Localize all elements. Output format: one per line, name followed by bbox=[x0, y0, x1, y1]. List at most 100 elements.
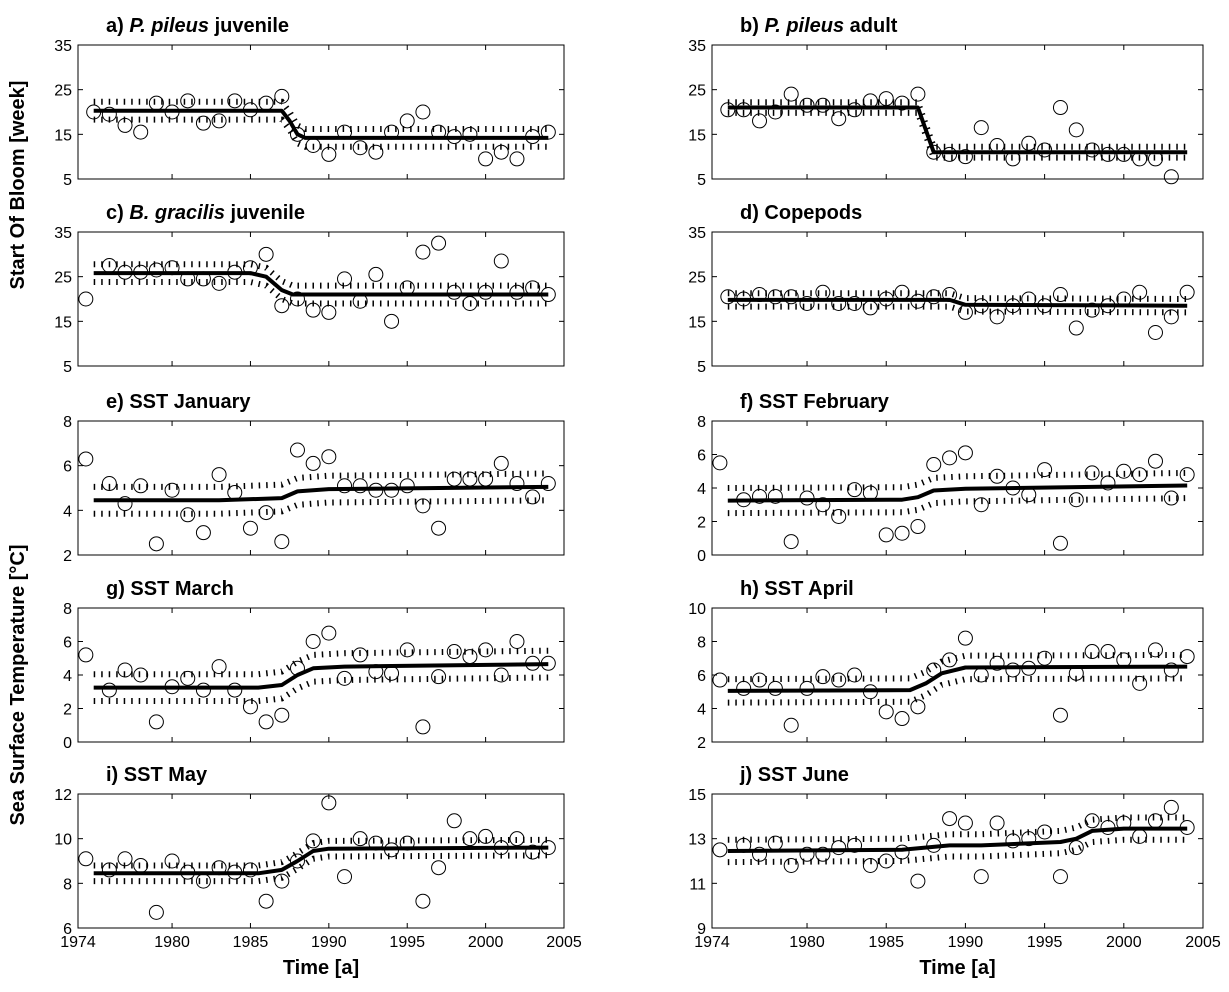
ylabel-start-of-bloom: Start Of Bloom [week] bbox=[7, 81, 29, 290]
title-part: f) SST February bbox=[740, 391, 890, 413]
fit-line bbox=[727, 297, 1188, 308]
data-point bbox=[148, 262, 164, 278]
title-part: i) SST May bbox=[106, 764, 208, 786]
ci-upper-line bbox=[93, 261, 549, 289]
title-part: b) bbox=[740, 15, 764, 37]
data-point bbox=[989, 655, 1005, 671]
data-point bbox=[1147, 813, 1163, 829]
data-point bbox=[211, 275, 227, 291]
data-point bbox=[862, 857, 878, 873]
xlabel: Time [a] bbox=[283, 957, 359, 979]
data-point bbox=[752, 846, 768, 862]
data-point bbox=[368, 144, 384, 160]
data-point bbox=[352, 478, 368, 494]
data-point bbox=[815, 97, 831, 113]
data-point bbox=[540, 655, 556, 671]
data-point bbox=[462, 295, 478, 311]
ytick-label: 5 bbox=[63, 172, 72, 189]
data-point bbox=[910, 873, 926, 889]
data-point bbox=[1163, 309, 1179, 325]
data-point bbox=[384, 842, 400, 858]
panel-f: f) SST February 0 2 4 6 8 bbox=[697, 391, 1204, 565]
data-point bbox=[195, 873, 211, 889]
data-point bbox=[415, 104, 431, 120]
data-point bbox=[1084, 465, 1100, 481]
data-point bbox=[540, 287, 556, 303]
ytick-label: 12 bbox=[54, 787, 72, 804]
data-point bbox=[399, 280, 415, 296]
data-point bbox=[493, 253, 509, 269]
ytick-label: 25 bbox=[54, 270, 72, 287]
data-point bbox=[1021, 487, 1037, 503]
data-point bbox=[101, 476, 117, 492]
data-point bbox=[1132, 151, 1148, 167]
data-point bbox=[509, 476, 525, 492]
data-point bbox=[1021, 135, 1037, 151]
ytick-label: 8 bbox=[63, 414, 72, 431]
data-point bbox=[540, 476, 556, 492]
panel-title: h) SST April bbox=[740, 578, 854, 600]
data-point bbox=[227, 93, 243, 109]
ci-lower-line bbox=[93, 497, 549, 517]
data-point bbox=[926, 837, 942, 853]
data-point bbox=[211, 467, 227, 483]
ytick-label: 35 bbox=[688, 225, 706, 242]
data-point bbox=[1179, 284, 1195, 300]
data-point bbox=[493, 840, 509, 856]
data-point bbox=[431, 520, 447, 536]
data-point bbox=[942, 811, 958, 827]
ytick-label: 4 bbox=[697, 702, 706, 719]
data-point bbox=[1037, 298, 1053, 314]
data-point bbox=[352, 831, 368, 847]
axes-box bbox=[77, 44, 565, 180]
data-point bbox=[1068, 122, 1084, 138]
data-point bbox=[910, 699, 926, 715]
data-point bbox=[989, 138, 1005, 153]
data-point bbox=[1132, 467, 1148, 483]
data-point bbox=[1100, 820, 1116, 835]
title-part: juvenile bbox=[209, 15, 289, 37]
data-point bbox=[847, 295, 863, 311]
xtick-label: 1974 bbox=[694, 934, 730, 951]
data-point bbox=[783, 857, 799, 873]
data-point bbox=[384, 313, 400, 329]
data-point bbox=[894, 95, 910, 111]
data-point bbox=[446, 813, 462, 829]
data-point bbox=[180, 670, 196, 686]
data-point bbox=[180, 271, 196, 287]
data-point bbox=[1132, 828, 1148, 844]
data-point bbox=[973, 869, 989, 885]
data-point bbox=[258, 893, 274, 909]
ytick-label: 15 bbox=[54, 314, 72, 331]
xtick-label: 2005 bbox=[1185, 934, 1221, 951]
ytick-label: 0 bbox=[63, 735, 72, 752]
data-point bbox=[878, 853, 894, 869]
data-point bbox=[1037, 462, 1053, 478]
data-point bbox=[211, 860, 227, 876]
data-point bbox=[752, 488, 768, 504]
data-point bbox=[894, 284, 910, 300]
data-point bbox=[133, 857, 149, 873]
data-point bbox=[1147, 642, 1163, 658]
data-point bbox=[1052, 100, 1068, 116]
data-point bbox=[894, 711, 910, 727]
data-point bbox=[78, 851, 94, 867]
data-point bbox=[274, 88, 290, 104]
data-point bbox=[1147, 453, 1163, 469]
data-point bbox=[195, 682, 211, 698]
data-point bbox=[431, 860, 447, 876]
data-point bbox=[878, 704, 894, 720]
data-point bbox=[78, 291, 94, 307]
data-point bbox=[493, 455, 509, 471]
panel-title: j) SST June bbox=[739, 764, 849, 786]
data-point bbox=[926, 289, 942, 305]
panel-j: j) SST June 9 11 13 15 1974 1980 1985 1990 1995 20… bbox=[688, 764, 1221, 979]
data-point bbox=[815, 669, 831, 685]
panel-i: i) SST May 6 8 10 12 1974 1980 1985 1990 1995 2000… bbox=[54, 764, 582, 979]
panel-title: d) Copepods bbox=[740, 202, 862, 224]
data-point bbox=[1052, 869, 1068, 885]
ytick-label: 15 bbox=[688, 787, 706, 804]
data-point bbox=[384, 482, 400, 498]
ytick-label: 6 bbox=[63, 635, 72, 652]
data-point bbox=[431, 124, 447, 140]
